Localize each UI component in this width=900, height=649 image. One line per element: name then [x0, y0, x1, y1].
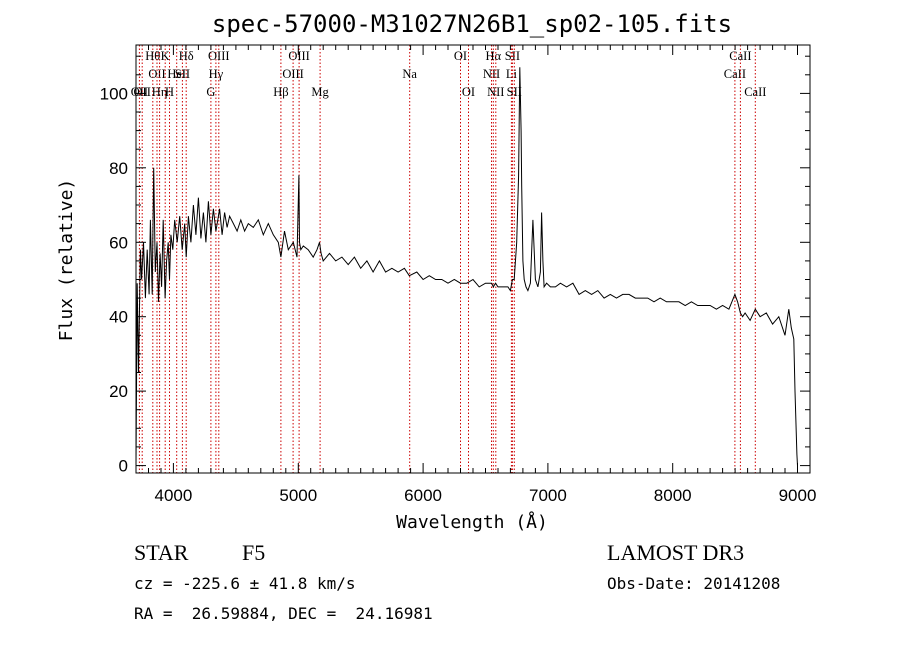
line-marker-label-3: OII — [148, 67, 165, 81]
line-marker-label-18: OI — [454, 49, 467, 63]
line-marker-label-7: HeI — [167, 67, 186, 81]
line-marker-label-13: Hβ — [273, 85, 288, 99]
x-tick-label-9000: 9000 — [779, 486, 817, 505]
line-marker-label-25: SII — [507, 85, 522, 99]
line-marker-label-27: CaII — [729, 49, 751, 63]
line-markers: OIIOIIHθOIIHηKHHeISIIHδGHγOIIIHβOIIIOIII… — [131, 45, 766, 473]
line-marker-label-16: Mg — [311, 85, 329, 99]
line-marker-label-22: NII — [487, 85, 504, 99]
x-tick-label-7000: 7000 — [529, 486, 567, 505]
line-marker-label-10: G — [206, 85, 215, 99]
object-class: STAR — [134, 540, 189, 565]
x-tick-label-6000: 6000 — [404, 486, 442, 505]
line-marker-label-19: OI — [462, 85, 475, 99]
line-marker-label-28: CaII — [744, 85, 766, 99]
y-tick-label-80: 80 — [109, 159, 128, 178]
line-marker-label-0: OII — [131, 85, 148, 99]
y-axis: 0 20 40 60 80 100 — [100, 55, 810, 476]
line-marker-label-21: Hα — [486, 49, 502, 63]
x-axis-label: Wavelength (Å) — [396, 511, 548, 533]
line-marker-label-15: OIII — [288, 49, 310, 63]
object-subclass: F5 — [242, 540, 266, 565]
x-axis: 4000 5000 6000 7000 8000 9000 — [135, 45, 817, 505]
y-tick-label-40: 40 — [109, 308, 128, 327]
line-marker-label-8: SII — [175, 67, 190, 81]
y-tick-label-20: 20 — [109, 382, 128, 401]
x-tick-label-4000: 4000 — [154, 486, 192, 505]
line-marker-label-5: K — [161, 49, 170, 63]
x-tick-label-8000: 8000 — [654, 486, 692, 505]
y-axis-label: Flux (relative) — [56, 179, 77, 342]
line-marker-label-24: SII — [505, 49, 520, 63]
spectrum-line-0 — [135, 67, 798, 466]
line-marker-label-11: Hγ — [209, 67, 224, 81]
y-tick-label-0: 0 — [119, 457, 128, 476]
line-marker-label-26: CaII — [724, 67, 746, 81]
survey-label: LAMOST DR3 — [607, 540, 745, 565]
line-marker-label-23: Li — [506, 67, 518, 81]
line-marker-label-4: Hη — [152, 85, 168, 99]
y-tick-label-100: 100 — [100, 84, 128, 103]
line-marker-label-6: H — [165, 85, 174, 99]
x-tick-label-5000: 5000 — [279, 486, 317, 505]
plot-frame — [135, 44, 811, 474]
line-marker-label-1: OII — [134, 85, 151, 99]
chart-title: spec-57000-M31027N26B1_sp02-105.fits — [212, 10, 732, 38]
line-marker-label-12: OIII — [208, 49, 230, 63]
spectrum-series — [135, 67, 798, 466]
line-marker-label-2: Hθ — [145, 49, 160, 63]
obs-date-line: Obs-Date: 20141208 — [607, 574, 781, 593]
y-tick-label-60: 60 — [109, 233, 128, 252]
line-marker-label-9: Hδ — [179, 49, 194, 63]
redshift-line: cz = -225.6 ± 41.8 km/s — [134, 574, 356, 593]
line-marker-label-20: NII — [483, 67, 500, 81]
line-marker-label-14: OIII — [282, 67, 304, 81]
line-marker-label-17: Na — [402, 67, 417, 81]
coords-line: RA = 26.59884, DEC = 24.16981 — [134, 604, 433, 623]
